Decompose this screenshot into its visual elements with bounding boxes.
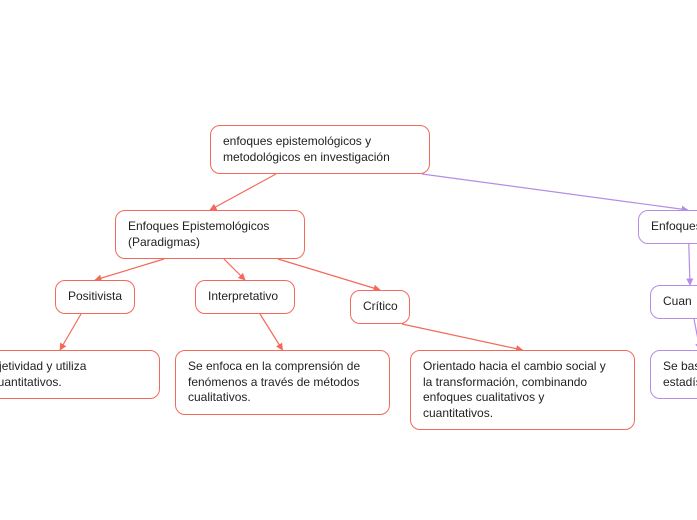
node-label-intDesc: Se enfoca en la comprensión defenómenos … bbox=[188, 359, 360, 404]
edge-epist-pos bbox=[95, 259, 164, 280]
node-posDesc[interactable]: la objetividad y utilizalos cuantitativo… bbox=[0, 350, 160, 399]
node-pos[interactable]: Positivista bbox=[55, 280, 135, 314]
node-label-epist: Enfoques Epistemológicos(Paradigmas) bbox=[128, 219, 269, 249]
edge-int-intDesc bbox=[260, 314, 283, 350]
node-cuant[interactable]: Cuan bbox=[650, 285, 697, 319]
node-cuantDesc[interactable]: Se basaestadíst bbox=[650, 350, 697, 399]
node-label-cuantDesc: Se basaestadíst bbox=[663, 359, 697, 389]
node-label-posDesc: la objetividad y utilizalos cuantitativo… bbox=[0, 359, 86, 389]
node-epist[interactable]: Enfoques Epistemológicos(Paradigmas) bbox=[115, 210, 305, 259]
node-label-pos: Positivista bbox=[68, 289, 122, 303]
edge-metod-cuant bbox=[689, 244, 690, 285]
edge-crit-critDesc bbox=[402, 324, 523, 350]
node-label-int: Interpretativo bbox=[208, 289, 278, 303]
edge-epist-int bbox=[224, 259, 245, 280]
node-label-crit: Crítico bbox=[363, 299, 398, 313]
edges-layer bbox=[0, 0, 697, 520]
node-critDesc[interactable]: Orientado hacia el cambio social yla tra… bbox=[410, 350, 635, 430]
node-root[interactable]: enfoques epistemológicos ymetodológicos … bbox=[210, 125, 430, 174]
node-crit[interactable]: Crítico bbox=[350, 290, 410, 324]
node-label-metod: Enfoques bbox=[651, 219, 697, 233]
node-int[interactable]: Interpretativo bbox=[195, 280, 295, 314]
edge-root-metod bbox=[422, 174, 688, 210]
node-label-critDesc: Orientado hacia el cambio social yla tra… bbox=[423, 359, 606, 420]
edge-root-epist bbox=[210, 174, 276, 210]
edge-pos-posDesc bbox=[60, 314, 81, 350]
node-label-root: enfoques epistemológicos ymetodológicos … bbox=[223, 134, 390, 164]
node-intDesc[interactable]: Se enfoca en la comprensión defenómenos … bbox=[175, 350, 390, 415]
node-metod[interactable]: Enfoques bbox=[638, 210, 697, 244]
node-label-cuant: Cuan bbox=[663, 294, 692, 308]
